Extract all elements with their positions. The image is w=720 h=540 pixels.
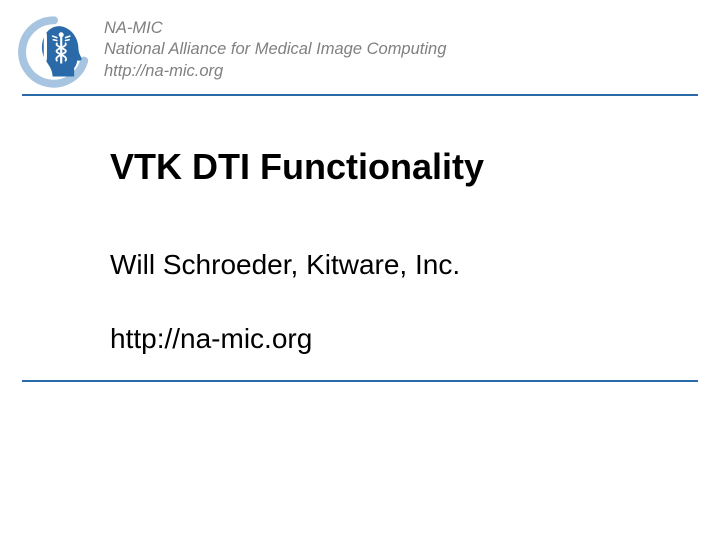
slide-title: VTK DTI Functionality	[110, 146, 660, 188]
slide-header: NA-MIC National Alliance for Medical Ima…	[0, 0, 720, 88]
bottom-divider	[22, 380, 698, 382]
header-url: http://na-mic.org	[104, 61, 446, 82]
slide-content: VTK DTI Functionality Will Schroeder, Ki…	[0, 96, 720, 358]
author-line: Will Schroeder, Kitware, Inc.	[110, 246, 660, 284]
org-short-name: NA-MIC	[104, 18, 446, 39]
content-url: http://na-mic.org	[110, 320, 660, 358]
org-full-name: National Alliance for Medical Image Comp…	[104, 39, 446, 60]
namic-logo-icon	[18, 16, 90, 88]
header-text-block: NA-MIC National Alliance for Medical Ima…	[104, 12, 446, 82]
